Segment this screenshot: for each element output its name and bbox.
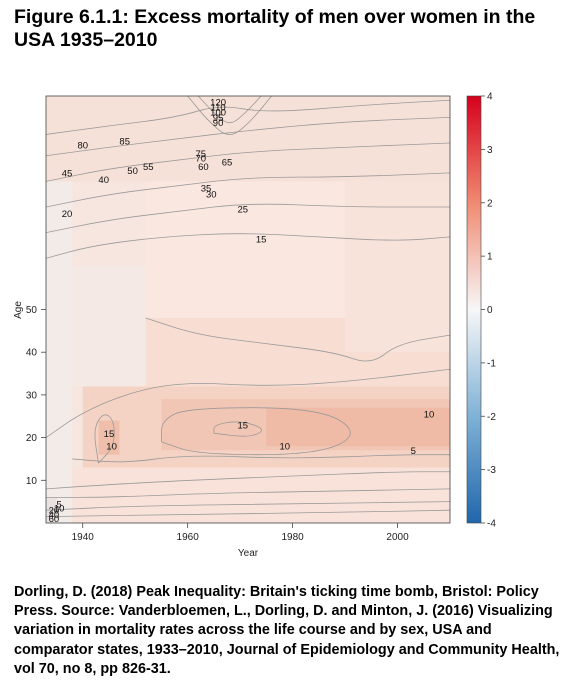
- contour-label: 40: [49, 510, 60, 521]
- contour-line: [46, 509, 450, 517]
- y-tick-label: 10: [26, 476, 38, 487]
- contour-label: 15: [256, 235, 267, 246]
- y-axis: 10 20 30 40 50: [26, 305, 46, 487]
- contour-label: 45: [62, 168, 73, 179]
- colorbar-tick-label: 2: [487, 198, 493, 209]
- contour-label: 15: [237, 420, 248, 431]
- contour-label: 5: [411, 446, 416, 457]
- contour-label: 25: [237, 205, 248, 216]
- contour-label: 40: [98, 175, 109, 186]
- colorbar-ticks: 4 3 2 1 0 -1 -2 -3 -4: [481, 92, 496, 530]
- contour-line: [46, 172, 450, 208]
- contour-label: 60: [49, 514, 60, 525]
- contour-label: 20: [62, 209, 73, 220]
- contour-line: [94, 414, 115, 464]
- contour-label: 5: [56, 499, 61, 510]
- x-tick-label: 2000: [386, 532, 409, 543]
- colorbar-tick-label: -3: [487, 465, 496, 476]
- figure-title: Figure 6.1.1: Excess mortality of men ov…: [14, 6, 536, 51]
- y-tick-label: 50: [26, 305, 38, 316]
- heat-region: [345, 181, 450, 353]
- contour-label: 110: [211, 103, 226, 114]
- contour-label: 10: [424, 410, 435, 421]
- contour-label: 20: [49, 506, 60, 517]
- contour-label: 65: [222, 158, 233, 169]
- x-tick-label: 1980: [281, 532, 304, 543]
- contour-label: 90: [213, 118, 224, 129]
- contour-line: [145, 317, 450, 362]
- contour-label: 75: [195, 149, 206, 160]
- contour-line: [161, 407, 351, 456]
- y-tick-label: 20: [26, 433, 38, 444]
- contour-label: 50: [127, 166, 138, 177]
- colorbar-tick-label: -4: [487, 519, 496, 530]
- contour-line: [46, 488, 450, 498]
- colorbar-tick-label: -2: [487, 412, 496, 423]
- contour-lines: [46, 96, 450, 517]
- heat-region: [46, 96, 450, 182]
- heat-region: [266, 407, 450, 447]
- contour-label: 60: [198, 162, 209, 173]
- heat-region: [72, 467, 450, 523]
- x-axis: 1940 1960 1980 2000: [72, 523, 409, 543]
- contour-line: [46, 142, 450, 182]
- contour-line: [46, 233, 450, 259]
- contour-line: [46, 368, 450, 438]
- y-tick-label: 30: [26, 390, 38, 401]
- contour-label: 30: [206, 190, 217, 201]
- contour-line: [213, 421, 262, 437]
- colorbar-tick-label: 3: [487, 145, 493, 156]
- contour-line: [46, 501, 450, 511]
- y-tick-label: 40: [26, 348, 38, 359]
- contour-label: 70: [195, 153, 206, 164]
- colorbar-tick-label: 0: [487, 305, 493, 316]
- contour-label: 35: [201, 183, 212, 194]
- x-tick-label: 1960: [177, 532, 200, 543]
- contour-label: 85: [119, 136, 130, 147]
- x-axis-label: Year: [238, 548, 259, 559]
- contour-label: 55: [143, 162, 154, 173]
- heat-region: [72, 266, 146, 387]
- contour-line: [46, 99, 450, 135]
- colorbar: [466, 95, 482, 524]
- contour-line: [187, 96, 272, 135]
- colorbar-tick-label: 4: [487, 92, 493, 103]
- contour-line: [46, 471, 450, 490]
- x-tick-label: 1940: [72, 532, 95, 543]
- contour-line: [46, 116, 450, 157]
- heatmap-cells: [46, 96, 450, 523]
- contour-label: 10: [106, 442, 117, 453]
- contour-label: 120: [210, 97, 226, 108]
- y-axis-label: Age: [13, 301, 24, 319]
- contour-label: 100: [210, 108, 226, 119]
- figure-caption: Dorling, D. (2018) Peak Inequality: Brit…: [14, 584, 560, 677]
- contour-label: 15: [104, 429, 115, 440]
- contour-line: [46, 203, 450, 234]
- colorbar-tick-label: 1: [487, 252, 493, 263]
- contour-label: 10: [54, 504, 65, 515]
- contour-label: 80: [77, 141, 88, 152]
- contour-label: 95: [213, 113, 224, 124]
- contour-label: 10: [279, 442, 290, 453]
- colorbar-tick-label: -1: [487, 358, 496, 369]
- contour-line: [197, 96, 262, 124]
